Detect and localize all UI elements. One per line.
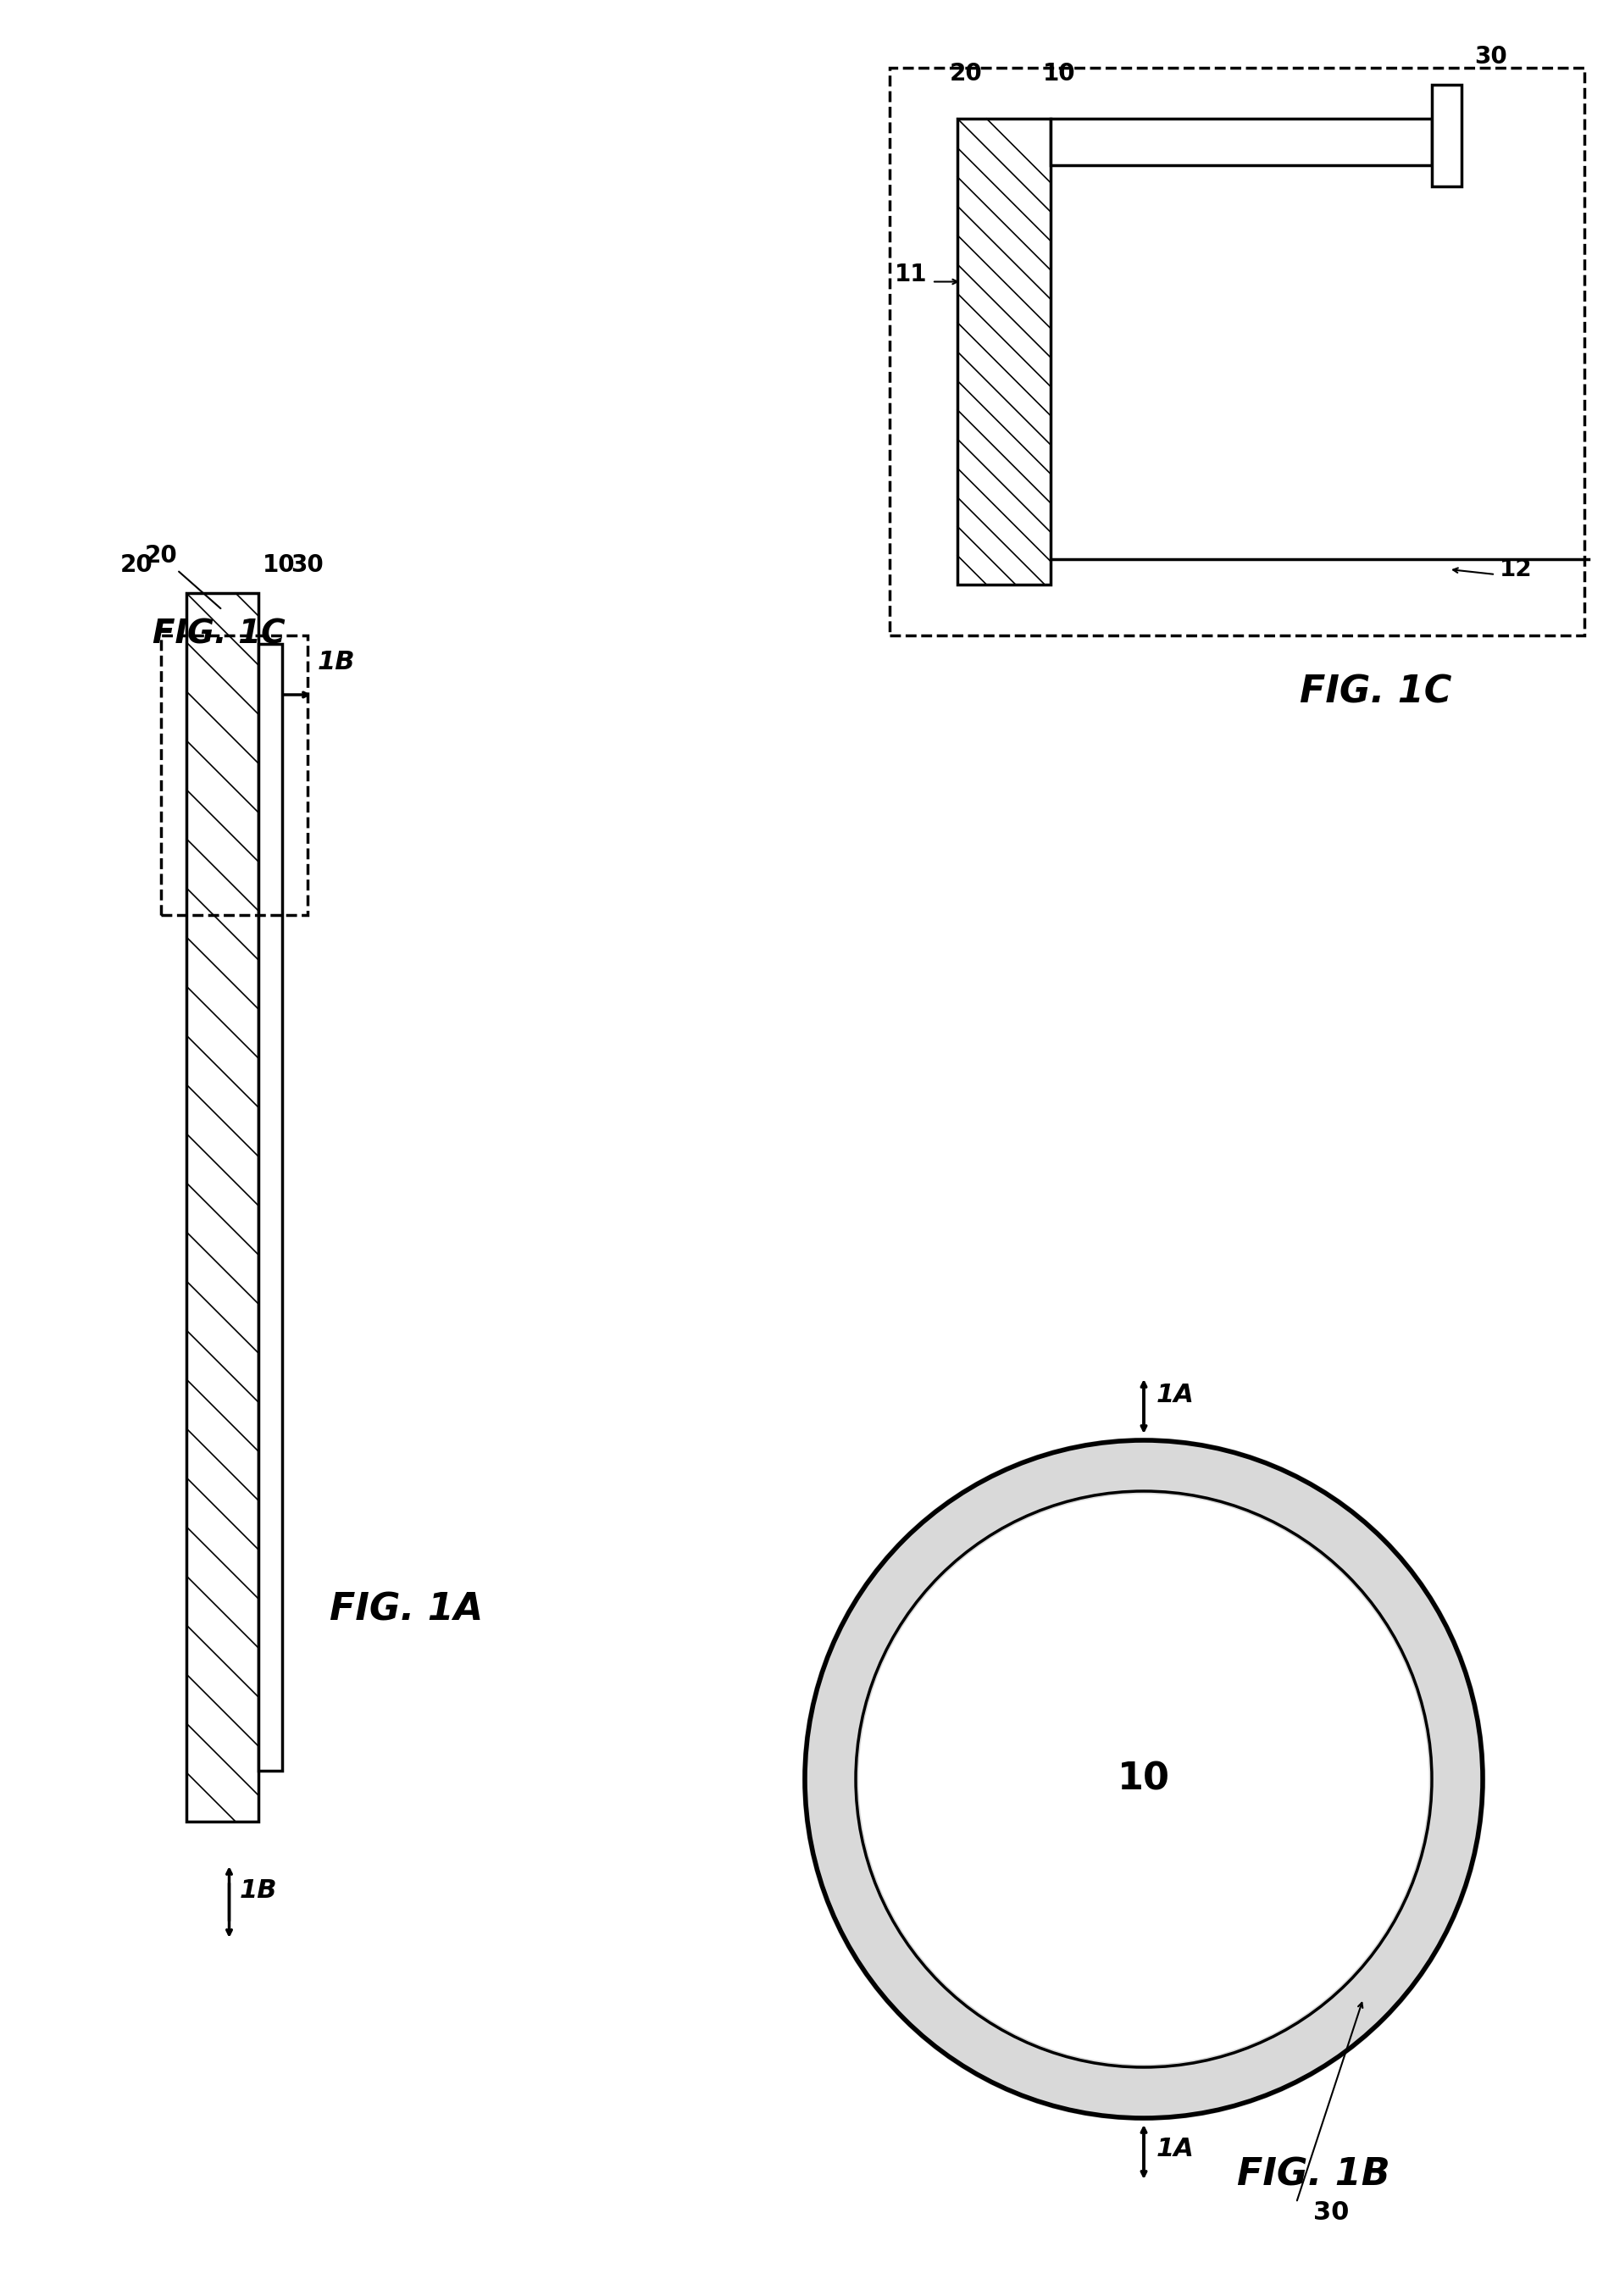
Text: FIG. 1B: FIG. 1B xyxy=(1238,2156,1390,2193)
Text: 30: 30 xyxy=(1475,46,1507,69)
Text: 1A: 1A xyxy=(1156,1382,1194,1407)
Text: 30: 30 xyxy=(290,553,324,576)
Text: FIG. 1C: FIG. 1C xyxy=(1300,675,1452,712)
Bar xyxy=(160,636,308,916)
Text: 10: 10 xyxy=(1042,62,1076,85)
Text: 20: 20 xyxy=(120,553,152,576)
Text: 11: 11 xyxy=(894,264,927,287)
Text: 12: 12 xyxy=(1500,558,1532,581)
Text: 10: 10 xyxy=(263,553,295,576)
Bar xyxy=(1050,119,1431,165)
Text: 1B: 1B xyxy=(239,1878,277,1903)
Bar xyxy=(1431,85,1462,186)
Text: 20: 20 xyxy=(949,62,983,85)
Text: 1A: 1A xyxy=(1156,2138,1194,2161)
Text: 10: 10 xyxy=(1117,1761,1170,1798)
Text: 30: 30 xyxy=(1313,2200,1350,2225)
Text: FIG. 1A: FIG. 1A xyxy=(330,1591,484,1628)
Text: 20: 20 xyxy=(144,544,221,608)
Bar xyxy=(890,69,1584,636)
Text: 1B: 1B xyxy=(317,650,356,675)
Bar xyxy=(186,592,258,1821)
Bar xyxy=(957,119,1050,585)
Bar xyxy=(258,643,282,1770)
Text: FIG. 1C: FIG. 1C xyxy=(152,618,285,650)
